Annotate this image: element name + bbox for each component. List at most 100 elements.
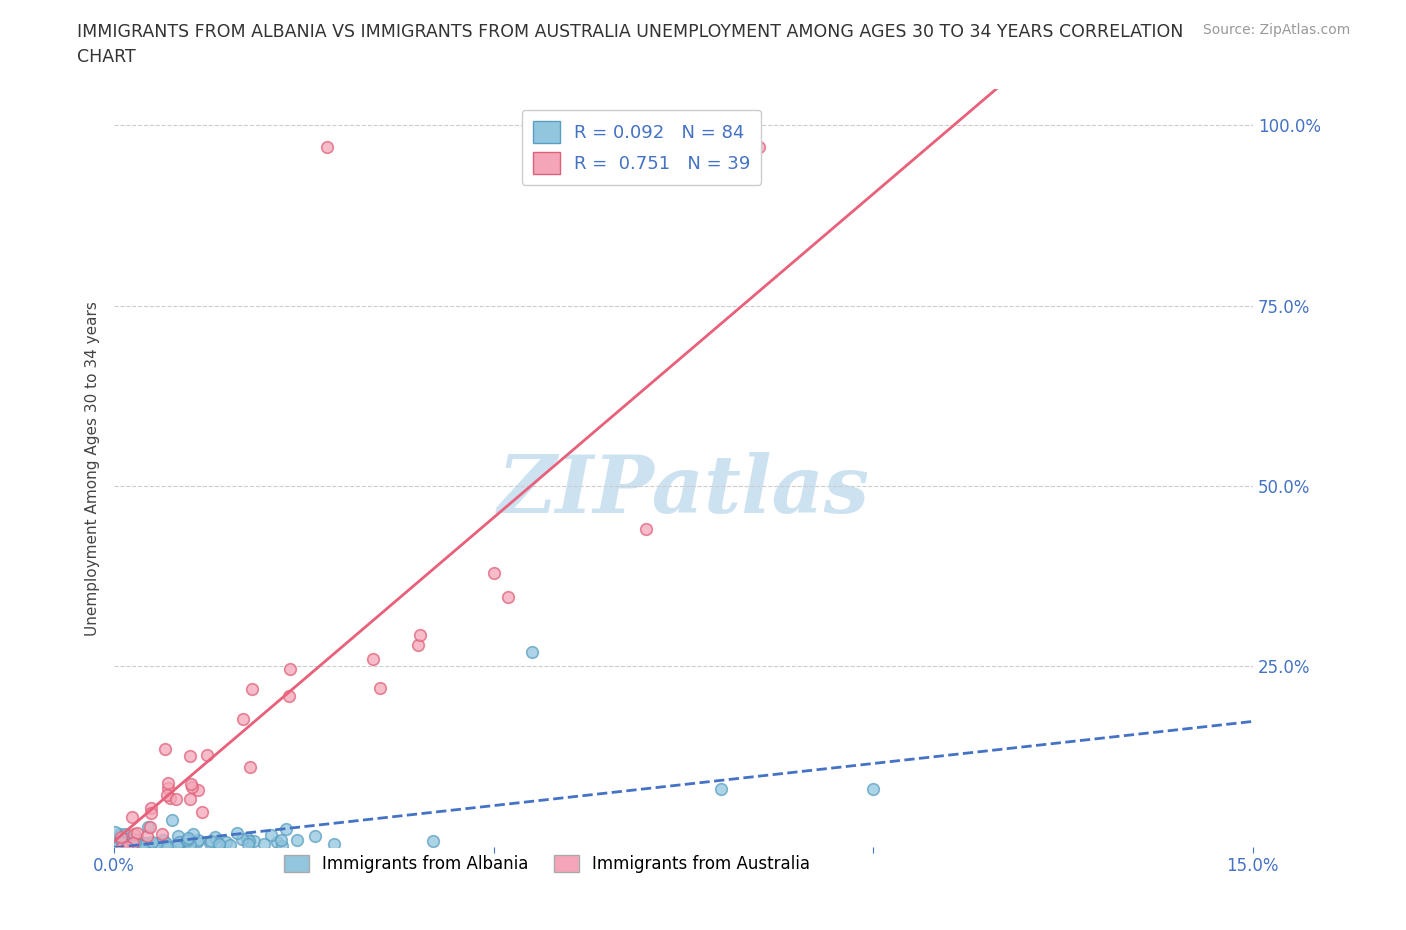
Point	[156, 780, 179, 795]
Point	[187, 832, 209, 847]
Point	[138, 819, 160, 834]
Point	[315, 140, 337, 154]
Point	[177, 830, 200, 845]
Y-axis label: Unemployment Among Ages 30 to 34 years: Unemployment Among Ages 30 to 34 years	[86, 300, 100, 635]
Point	[167, 838, 190, 853]
Point	[139, 801, 162, 816]
Point	[156, 788, 179, 803]
Point	[128, 839, 150, 854]
Point	[215, 835, 238, 850]
Point	[156, 775, 179, 790]
Point	[127, 831, 149, 846]
Point	[235, 830, 257, 845]
Point	[105, 834, 128, 849]
Point	[121, 839, 143, 854]
Point	[172, 839, 194, 854]
Point	[482, 565, 505, 580]
Point	[156, 839, 179, 854]
Point	[179, 838, 201, 853]
Point	[239, 760, 262, 775]
Point	[243, 833, 266, 848]
Point	[207, 834, 229, 849]
Point	[117, 839, 139, 854]
Point	[204, 830, 226, 844]
Point	[112, 835, 135, 850]
Point	[103, 838, 125, 853]
Point	[862, 781, 884, 796]
Point	[105, 833, 128, 848]
Point	[110, 830, 132, 844]
Legend: Immigrants from Albania, Immigrants from Australia: Immigrants from Albania, Immigrants from…	[277, 848, 817, 880]
Point	[634, 522, 657, 537]
Point	[118, 836, 141, 851]
Point	[122, 836, 145, 851]
Point	[127, 826, 149, 841]
Point	[181, 826, 204, 841]
Point	[108, 837, 131, 852]
Point	[710, 781, 733, 796]
Point	[225, 825, 247, 840]
Point	[278, 662, 301, 677]
Point	[166, 838, 188, 853]
Point	[110, 833, 132, 848]
Point	[422, 834, 444, 849]
Point	[270, 832, 292, 847]
Point	[238, 837, 260, 852]
Point	[111, 839, 134, 854]
Point	[121, 833, 143, 848]
Point	[155, 835, 177, 850]
Point	[165, 792, 187, 807]
Text: IMMIGRANTS FROM ALBANIA VS IMMIGRANTS FROM AUSTRALIA UNEMPLOYMENT AMONG AGES 30 : IMMIGRANTS FROM ALBANIA VS IMMIGRANTS FR…	[77, 23, 1184, 66]
Point	[136, 819, 159, 834]
Point	[128, 837, 150, 852]
Point	[146, 838, 169, 853]
Point	[180, 779, 202, 794]
Point	[187, 783, 209, 798]
Point	[122, 838, 145, 853]
Point	[208, 837, 231, 852]
Point	[498, 590, 520, 604]
Point	[124, 826, 146, 841]
Text: Source: ZipAtlas.com: Source: ZipAtlas.com	[1202, 23, 1350, 37]
Point	[191, 804, 214, 819]
Point	[104, 824, 127, 839]
Point	[361, 651, 384, 666]
Point	[179, 749, 201, 764]
Point	[186, 834, 208, 849]
Point	[155, 839, 177, 854]
Point	[155, 742, 177, 757]
Point	[253, 837, 276, 852]
Point	[135, 836, 157, 851]
Point	[122, 839, 145, 854]
Point	[117, 832, 139, 847]
Point	[141, 835, 163, 850]
Point	[155, 837, 177, 852]
Point	[266, 835, 288, 850]
Point	[368, 681, 391, 696]
Point	[124, 836, 146, 851]
Point	[167, 829, 190, 844]
Point	[260, 827, 283, 842]
Point	[124, 834, 146, 849]
Point	[114, 834, 136, 849]
Point	[118, 830, 141, 844]
Point	[160, 813, 183, 828]
Point	[174, 836, 197, 851]
Point	[520, 644, 543, 659]
Point	[166, 839, 188, 854]
Point	[274, 821, 297, 836]
Point	[322, 836, 344, 851]
Point	[180, 777, 202, 791]
Point	[232, 711, 254, 726]
Text: ZIPatlas: ZIPatlas	[498, 452, 869, 529]
Point	[166, 838, 188, 853]
Point	[105, 839, 128, 854]
Point	[278, 688, 301, 703]
Point	[152, 832, 174, 847]
Point	[139, 805, 162, 820]
Point	[150, 827, 173, 842]
Point	[270, 839, 292, 854]
Point	[409, 628, 432, 643]
Point	[287, 832, 309, 847]
Point	[121, 810, 143, 825]
